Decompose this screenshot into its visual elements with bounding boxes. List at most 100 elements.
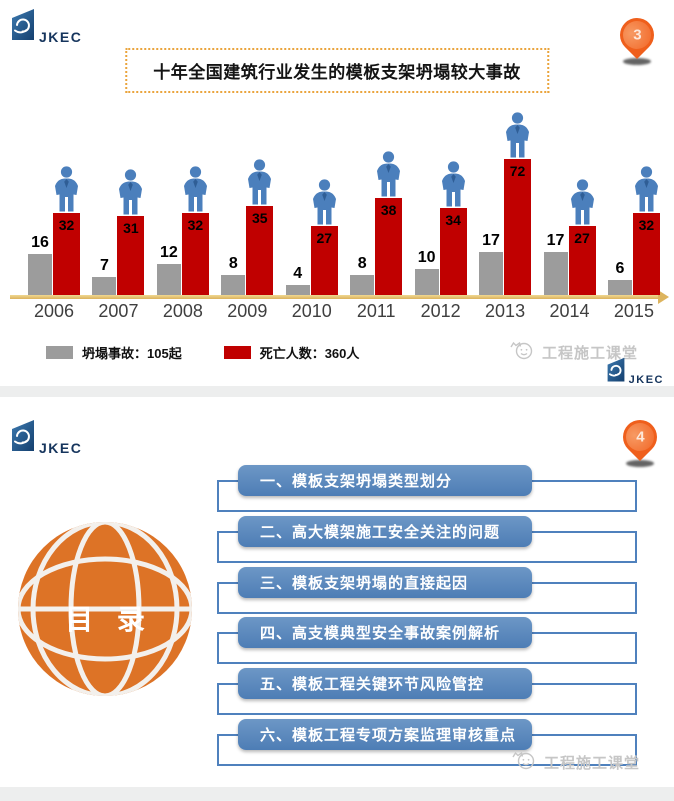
deaths-bar [568,226,596,295]
accidents-value: 16 [31,234,49,251]
slide-1: JKEC 3 十年全国建筑行业发生的模板支架坍塌较大事故 16 32 2006 7 31… [0,0,674,386]
toc-title: 目 录 [65,604,153,635]
deaths-bar [632,213,660,295]
accidents-value: 10 [417,249,436,266]
toc-item-label: 一、模板支架坍塌类型划分 [260,473,453,490]
chart-year-group: 6 32 2015 [607,100,661,321]
deaths-bar [246,206,274,295]
deaths-value: 72 [509,163,526,179]
person-icon [503,112,532,158]
accidents-value: 17 [482,232,500,249]
chart-year-group: 7 31 2007 [92,100,145,321]
toc-item-bar: 三、模板支架坍塌的直接起因 [238,567,532,598]
year-label: 2007 [98,301,139,321]
toc-item-bar: 五、模板工程关键环节风险管控 [238,668,532,699]
person-icon [181,166,210,212]
person-icon [52,166,81,212]
page-number: 3 [632,26,642,44]
jkec-logo-text: JKEC [628,374,664,386]
jkec-flag-icon [10,8,36,47]
deaths-value: 38 [380,202,397,218]
accidents-bar [221,275,246,295]
person-icon [439,161,468,207]
toc-item-bar: 一、模板支架坍塌类型划分 [238,465,532,496]
toc-item-1: 一、模板支架坍塌类型划分 [0,465,674,525]
location-pin-icon: 4 [615,412,665,462]
deaths-value: 31 [123,220,139,236]
toc-item-label: 六、模板工程专项方案监理审核重点 [260,727,517,744]
jkec-flag-icon [606,357,626,388]
accidents-value: 17 [546,232,565,249]
pin-shadow [626,460,654,467]
deaths-bar [375,198,403,295]
deaths-value: 27 [316,230,333,246]
deaths-legend-swatch [223,346,251,359]
accidents-value: 6 [615,260,625,277]
deaths-legend-label: 死亡人数：360人 [259,346,360,361]
person-icon [632,166,661,212]
accidents-bar [156,264,181,295]
chart-plot-area: 16 32 2006 7 31 2007 12 32 2008 8 35 2009 4 27 2010 8 38… [28,100,661,321]
person-icon [245,159,274,205]
accidents-bar [479,252,504,295]
year-label: 2008 [162,301,203,321]
deaths-value: 34 [445,212,461,228]
toc-item-label: 五、模板工程关键环节风险管控 [260,676,485,693]
deaths-bar [117,216,145,295]
bar-chart: 16 32 2006 7 31 2007 12 32 2008 8 35 2009 4 27 2010 8 38… [10,100,669,335]
jkec-logo: JKEC [10,419,82,458]
toc-item-bar: 六、模板工程专项方案监理审核重点 [238,719,532,750]
person-icon [116,169,145,215]
accidents-value: 8 [357,255,367,272]
accidents-bar [543,252,568,295]
year-label: 2015 [613,301,654,321]
chart-year-group: 16 32 2006 [28,100,81,321]
chart-year-group: 12 32 2008 [156,100,210,321]
year-label: 2014 [549,301,590,321]
slide-2: JKEC 4 目 录 一、模板支架坍塌类型划分 [0,397,674,787]
watermark-text: 工程施工课堂 [543,754,640,772]
chart-year-group: 17 72 2013 [479,100,532,321]
accidents-bar [92,277,117,295]
chart-year-group: 17 27 2014 [543,100,597,321]
year-label: 2011 [356,301,396,321]
x-axis-line [10,295,658,299]
toc-item-3: 三、模板支架坍塌的直接起因 [0,567,674,627]
person-icon [568,179,597,225]
year-label: 2010 [291,301,332,321]
year-label: 2006 [33,301,75,321]
deaths-value: 32 [638,217,655,233]
jkec-logo-small: JKEC [606,357,664,388]
year-label: 2013 [485,301,526,321]
location-pin-icon: 3 [612,10,662,60]
toc-item-2: 二、高大模架施工安全关注的问题 [0,516,674,576]
accidents-bar [28,254,52,295]
accidents-value: 7 [99,257,109,274]
chart-year-group: 8 35 2009 [221,100,274,321]
watermark-icon [508,339,538,365]
page-number: 4 [635,428,645,446]
chart-title: 十年全国建筑行业发生的模板支架坍塌较大事故 [125,48,549,93]
toc-item-bar: 四、高支模典型安全事故案例解析 [238,617,532,648]
person-icon [374,151,403,197]
toc-item-4: 四、高支模典型安全事故案例解析 [0,617,674,677]
toc-item-bar: 二、高大模架施工安全关注的问题 [238,516,532,547]
jkec-flag-icon [10,419,36,458]
chart-legend: 坍塌事故：105起 死亡人数：360人 [46,343,359,362]
toc-item-label: 四、高支模典型安全事故案例解析 [260,625,501,642]
deaths-value: 32 [187,217,204,233]
jkec-logo-text: JKEC [39,29,83,45]
deaths-bar [53,213,80,295]
accidents-legend-swatch [46,346,73,359]
deaths-bar [439,208,467,295]
globe-icon [16,522,194,702]
year-label: 2009 [227,301,268,321]
watermark: 工程施工课堂 [508,339,638,365]
year-label: 2012 [420,301,461,321]
deaths-bar [181,213,209,295]
jkec-logo: JKEC [10,8,82,47]
deaths-bar [504,159,532,295]
deaths-value: 32 [58,217,75,233]
chart-year-group: 4 27 2010 [285,100,338,321]
x-axis-arrow-icon [658,290,669,304]
